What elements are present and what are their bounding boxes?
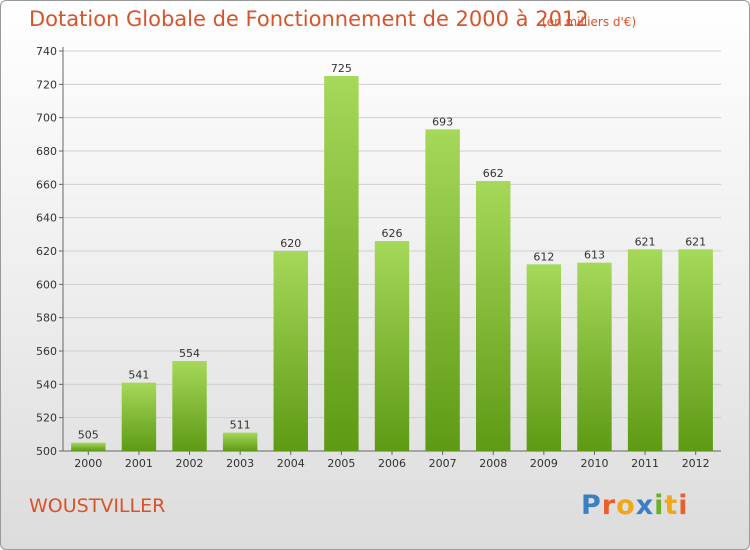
bar [172, 361, 207, 451]
y-tick-label: 580 [36, 312, 57, 325]
proxiti-logo: Proxiti [581, 490, 689, 521]
bar [222, 432, 258, 451]
bar [526, 264, 562, 451]
data-label: 725 [331, 62, 352, 75]
bar [577, 262, 612, 451]
x-tick-label: 2011 [631, 457, 659, 470]
x-tick-label: 2001 [125, 457, 153, 470]
data-label: 554 [179, 347, 200, 360]
y-tick-label: 700 [36, 112, 57, 125]
y-tick-label: 680 [36, 145, 57, 158]
x-tick-label: 2003 [226, 457, 254, 470]
data-label: 620 [280, 237, 301, 250]
data-label: 621 [685, 235, 706, 248]
x-tick-label: 2004 [277, 457, 305, 470]
x-tick-label: 2012 [682, 457, 710, 470]
bar [374, 241, 410, 451]
x-tick-label: 2009 [530, 457, 558, 470]
data-label: 662 [483, 167, 504, 180]
y-tick-label: 740 [36, 45, 57, 58]
y-tick-label: 600 [36, 278, 57, 291]
data-label: 693 [432, 115, 453, 128]
x-tick-label: 2006 [378, 457, 406, 470]
data-label: 511 [230, 419, 251, 432]
y-tick-label: 560 [36, 345, 57, 358]
data-label: 505 [78, 429, 99, 442]
place-name: WOUSTVILLER [29, 495, 166, 517]
data-label: 541 [128, 369, 149, 382]
y-tick-label: 640 [36, 212, 57, 225]
chart-subtitle: (en milliers d'€) [542, 15, 637, 29]
x-tick-label: 2000 [74, 457, 102, 470]
y-tick-label: 620 [36, 245, 57, 258]
data-label: 621 [635, 235, 656, 248]
data-label: 626 [382, 227, 403, 240]
y-tick-label: 660 [36, 178, 57, 191]
data-label: 613 [584, 249, 605, 262]
x-tick-label: 2008 [479, 457, 507, 470]
y-tick-label: 520 [36, 412, 57, 425]
bar [273, 251, 308, 451]
x-tick-label: 2002 [176, 457, 204, 470]
bar [678, 249, 713, 451]
bar [425, 129, 460, 452]
bar [121, 382, 157, 451]
data-label: 612 [533, 250, 554, 263]
x-tick-label: 2005 [327, 457, 355, 470]
x-tick-label: 2007 [429, 457, 457, 470]
bar [627, 249, 663, 451]
bar [324, 76, 359, 451]
x-tick-label: 2010 [580, 457, 608, 470]
bar [476, 181, 511, 451]
bar [71, 442, 106, 451]
chart-title: Dotation Globale de Fonctionnement de 20… [29, 7, 589, 31]
y-tick-label: 540 [36, 378, 57, 391]
y-tick-label: 500 [36, 445, 57, 458]
y-tick-label: 720 [36, 78, 57, 91]
